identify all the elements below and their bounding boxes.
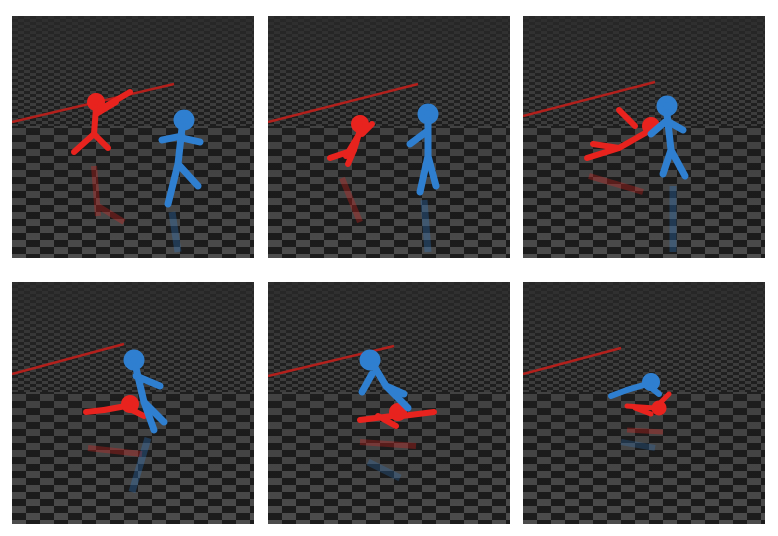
blue-humanoid	[647, 95, 689, 180]
blue-reflection	[168, 211, 182, 253]
frame-1	[12, 16, 254, 258]
frame-3	[523, 16, 765, 258]
arena-boundary-line	[268, 82, 419, 124]
blue-humanoid	[158, 109, 204, 208]
scene-6	[523, 282, 765, 524]
blue-humanoid	[608, 373, 662, 399]
blue-reflection	[128, 437, 152, 493]
red-humanoid	[71, 89, 133, 155]
red-reflection	[339, 176, 363, 224]
frame-2	[268, 16, 510, 258]
arena-boundary-line	[523, 80, 656, 118]
red-reflection	[87, 445, 143, 457]
scene-4	[12, 282, 254, 524]
blue-reflection	[420, 199, 432, 253]
scene-2	[268, 16, 510, 258]
scene-1	[12, 16, 254, 258]
blue-humanoid	[123, 349, 168, 434]
blue-humanoid	[406, 103, 440, 196]
red-reflection	[359, 439, 417, 449]
red-humanoid	[83, 395, 147, 419]
blue-humanoid	[358, 349, 412, 412]
red-humanoid	[327, 115, 375, 167]
frame-4	[12, 282, 254, 524]
blue-reflection	[620, 439, 656, 451]
blue-reflection	[366, 458, 402, 482]
frame-6	[523, 282, 765, 524]
scene-3	[523, 16, 765, 258]
frame-5	[268, 282, 510, 524]
red-reflection	[91, 165, 126, 225]
arena-boundary-line	[523, 346, 622, 376]
scene-5	[268, 282, 510, 524]
red-reflection	[588, 173, 644, 195]
red-humanoid	[357, 403, 437, 429]
red-reflection	[626, 427, 664, 435]
arena-boundary-line	[12, 342, 125, 376]
red-humanoid	[624, 391, 672, 417]
